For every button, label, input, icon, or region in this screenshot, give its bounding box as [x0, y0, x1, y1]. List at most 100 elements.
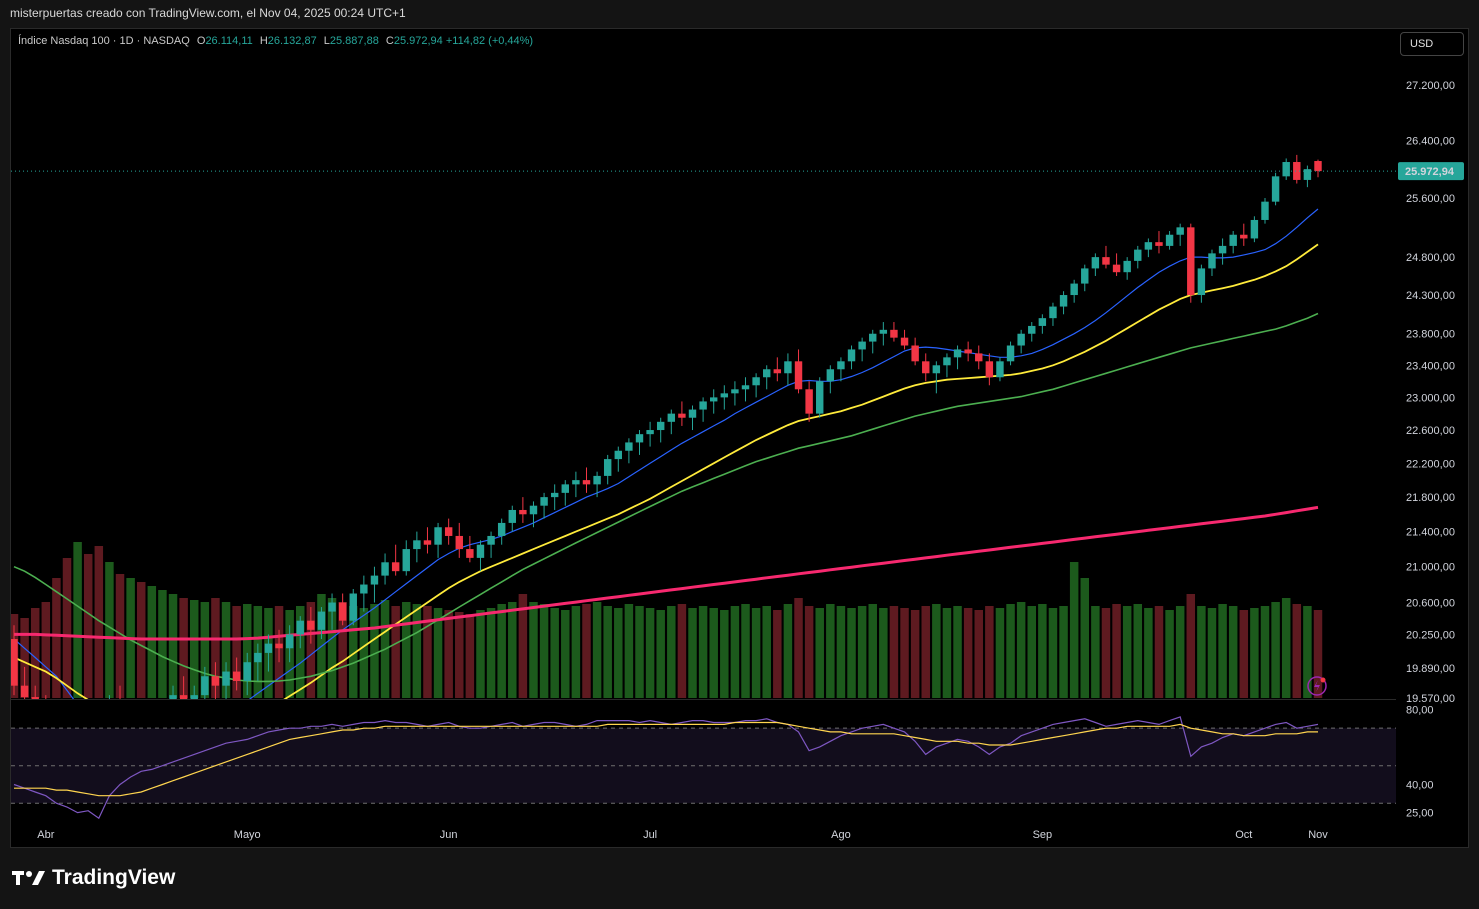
volume-bar [879, 608, 888, 698]
currency-button[interactable]: USD [1400, 32, 1464, 56]
snapshot-caption: misterpuertas creado con TradingView.com… [10, 6, 406, 20]
volume-bar [1186, 594, 1196, 698]
candle-body [1165, 234, 1174, 246]
candle-body [243, 662, 251, 681]
candle-body [731, 389, 739, 394]
close-value: 25.972,94 [393, 35, 443, 47]
volume-bar [1133, 604, 1143, 698]
candle-body [826, 369, 835, 382]
candle-body [550, 492, 559, 498]
candle-body [922, 361, 930, 374]
ma-200-line [14, 505, 1319, 641]
volume-bar [158, 590, 167, 698]
volume-bar [327, 598, 337, 698]
candle-body [1144, 242, 1153, 250]
price-tick-label: 23.800,00 [1406, 329, 1455, 341]
candle-body [201, 676, 209, 696]
candle-body [667, 413, 676, 422]
lightning-bolt [1314, 680, 1320, 692]
rsi-tick-label: 80,00 [1406, 704, 1434, 716]
volume-bar [1250, 608, 1259, 698]
candle-body [222, 671, 230, 686]
volume-bar [783, 604, 793, 698]
candle-body [1038, 318, 1047, 326]
candle-body [1314, 161, 1322, 172]
candle-body [635, 434, 644, 443]
tradingview-logo-icon [12, 871, 45, 885]
volume-bar [1260, 606, 1270, 698]
volume-bar [1006, 604, 1015, 698]
brand-name: TradingView [52, 866, 176, 889]
rsi-tick-label: 25,00 [1406, 808, 1434, 820]
volume-bar [1303, 606, 1312, 698]
candle-body [593, 475, 601, 485]
volume-bar [815, 608, 824, 698]
rsi-tick-label: 40,00 [1406, 779, 1434, 791]
last-price-label: 25.972,94 [1405, 166, 1455, 178]
volume-bar [1016, 602, 1026, 698]
candle-body [211, 676, 220, 686]
high-label: H [259, 35, 268, 47]
volume-bar [794, 598, 803, 698]
candle-body [953, 349, 962, 358]
chart-frame[interactable] [10, 28, 1469, 848]
volume-bar [1048, 608, 1058, 698]
volume-bar [603, 606, 612, 698]
volume-bar [635, 606, 644, 698]
candle-body [625, 442, 633, 451]
lightning-icon [1307, 676, 1327, 696]
volume-bar [645, 608, 655, 698]
tradingview-logo[interactable]: TradingView [12, 866, 175, 890]
volume-bar [455, 612, 464, 698]
candle-body [455, 535, 463, 550]
volume-bar [889, 606, 899, 698]
candle-body [996, 361, 1004, 378]
volume-bar [1154, 606, 1164, 698]
candle-body [296, 620, 304, 635]
volume-bar [667, 606, 676, 698]
volume-bar [1101, 608, 1111, 698]
volume-bar [773, 610, 782, 698]
change-value: +114,82 (+0,44%) [445, 35, 534, 47]
volume-bar [359, 608, 369, 698]
volume-bar [1027, 606, 1036, 698]
candle-body [31, 697, 39, 699]
volume-bar [571, 606, 581, 698]
rsi-line [13, 716, 1319, 820]
time-axis-label: Ago [831, 829, 851, 841]
volume-bar [963, 608, 973, 698]
volume-bar [168, 594, 178, 698]
alert-dot [1320, 677, 1326, 683]
candle-body [307, 620, 315, 630]
candle-body [519, 509, 527, 515]
ma-10-line [13, 208, 1319, 699]
candle-body [699, 401, 707, 410]
candle-body [540, 497, 548, 506]
volume-bar [804, 606, 814, 698]
candle-body [402, 549, 410, 572]
symbol-title: Índice Nasdaq 100 · 1D · NASDAQ [18, 35, 190, 47]
volume-bar [465, 614, 475, 698]
volume-bar [179, 598, 188, 698]
candle-body [1250, 219, 1259, 239]
volume-bar [1271, 602, 1280, 698]
price-tick-label: 21.800,00 [1406, 492, 1455, 504]
last-price-badge [1398, 162, 1464, 181]
candle-body [1123, 260, 1131, 273]
volume-bar [762, 606, 771, 698]
price-tick-label: 20.600,00 [1406, 598, 1455, 610]
candle-body [763, 369, 771, 378]
volume-bar [1228, 606, 1238, 698]
time-axis-label: Abr [37, 829, 54, 841]
candle-body [264, 643, 273, 653]
volume-bar [200, 602, 210, 698]
volume-bar [582, 604, 591, 698]
volume-bar [189, 600, 199, 698]
volume-bar [221, 602, 231, 698]
low-value: 25.887,88 [329, 35, 379, 47]
candle-body [370, 575, 379, 585]
volume-bar [1175, 606, 1185, 698]
candle-body [911, 345, 919, 362]
candle-body [444, 527, 453, 536]
candle-body [847, 349, 856, 362]
